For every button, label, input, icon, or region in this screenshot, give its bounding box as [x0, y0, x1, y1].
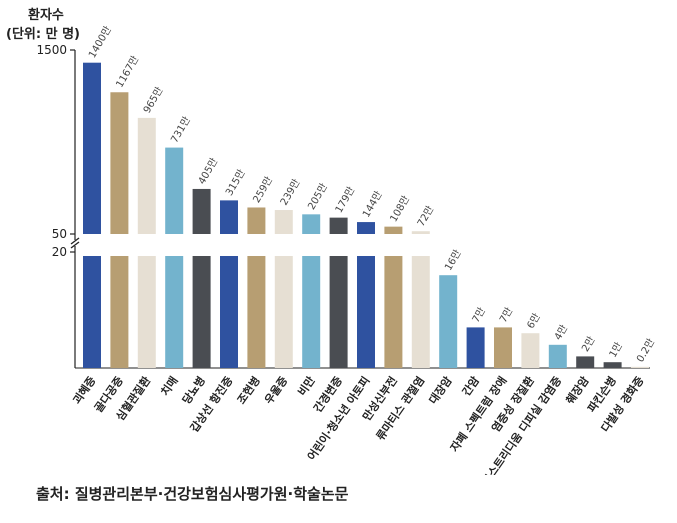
category-label: 치매 — [158, 374, 181, 399]
y-tick-label: 50 — [52, 227, 67, 241]
category-label: 췌장암 — [563, 374, 592, 407]
value-label: 315만 — [223, 167, 248, 198]
bar-18 — [576, 356, 595, 368]
value-label: 1만 — [607, 340, 625, 359]
bar-upper-10 — [357, 222, 375, 234]
value-label: 731만 — [168, 115, 193, 146]
value-label: 7만 — [497, 305, 515, 324]
bar-lower-12 — [411, 256, 430, 368]
bar-lower-0 — [83, 256, 101, 368]
bar-upper-5 — [220, 200, 238, 234]
value-label: 405만 — [196, 156, 221, 187]
y-axis-title: 환자수 (단위: 만 명) — [6, 4, 80, 42]
value-label: 108만 — [388, 194, 413, 225]
axis-break-mark — [70, 241, 80, 249]
category-label: 비만 — [295, 374, 318, 399]
bar-19 — [603, 362, 622, 368]
bar-20 — [631, 366, 649, 368]
bar-lower-9 — [329, 256, 348, 368]
bar-14 — [466, 327, 485, 368]
bar-lower-10 — [357, 256, 375, 368]
category-label: 괴혜증 — [70, 374, 99, 407]
value-label: 1400만 — [86, 24, 114, 60]
value-label: 144만 — [360, 189, 385, 220]
value-label: 1167만 — [114, 54, 142, 90]
value-label: 4만 — [552, 323, 570, 342]
bar-13 — [439, 275, 458, 368]
y-tick-label: 1500 — [36, 43, 67, 57]
bar-upper-6 — [247, 207, 266, 234]
bar-chart: 150050201400만괴혜증1167만골다공증965만심혈관질환731만치매… — [36, 24, 657, 475]
value-label: 6만 — [525, 311, 543, 330]
category-label: 간암 — [459, 374, 482, 399]
bar-upper-8 — [302, 214, 321, 234]
value-label: 179만 — [333, 185, 358, 216]
bar-lower-1 — [110, 256, 129, 368]
category-label: 당뇨병 — [179, 374, 208, 407]
bar-upper-11 — [384, 226, 403, 234]
bar-upper-4 — [192, 188, 211, 234]
bar-upper-1 — [110, 92, 129, 234]
bar-upper-2 — [137, 117, 156, 234]
bar-17 — [548, 344, 567, 368]
source-caption: 출처: 질병관리본부·건강보험심사평가원·학술논문 — [36, 485, 349, 503]
bar-upper-7 — [274, 210, 293, 234]
value-label: 259만 — [251, 174, 276, 205]
axis-break-mark — [70, 237, 80, 245]
y-axis-title-line2: (단위: 만 명) — [6, 27, 80, 42]
bar-lower-3 — [165, 256, 184, 368]
bar-lower-8 — [302, 256, 321, 368]
y-tick-label: 20 — [52, 245, 67, 259]
value-label: 7만 — [470, 305, 488, 324]
bar-15 — [494, 327, 512, 368]
value-label: 16만 — [442, 248, 463, 273]
value-label: 965만 — [141, 85, 166, 116]
bar-lower-7 — [274, 256, 293, 368]
category-label: 대장암 — [426, 374, 455, 407]
bar-upper-12 — [411, 231, 430, 234]
value-label: 72만 — [415, 204, 436, 229]
bar-lower-6 — [247, 256, 266, 368]
value-label: 0.2만 — [634, 337, 657, 365]
bar-lower-5 — [220, 256, 238, 368]
bar-lower-11 — [384, 256, 403, 368]
value-label: 2만 — [579, 334, 597, 353]
bar-lower-4 — [192, 256, 211, 368]
category-label: 우울증 — [262, 374, 290, 406]
y-axis-title-line1: 환자수 — [28, 8, 64, 23]
bar-upper-3 — [165, 147, 184, 234]
category-label: 조현병 — [234, 374, 263, 407]
value-label: 205만 — [305, 181, 330, 212]
bar-upper-9 — [329, 217, 348, 234]
bar-upper-0 — [83, 62, 101, 235]
value-label: 239만 — [278, 177, 303, 208]
bar-lower-2 — [137, 256, 156, 368]
bar-16 — [521, 333, 540, 368]
